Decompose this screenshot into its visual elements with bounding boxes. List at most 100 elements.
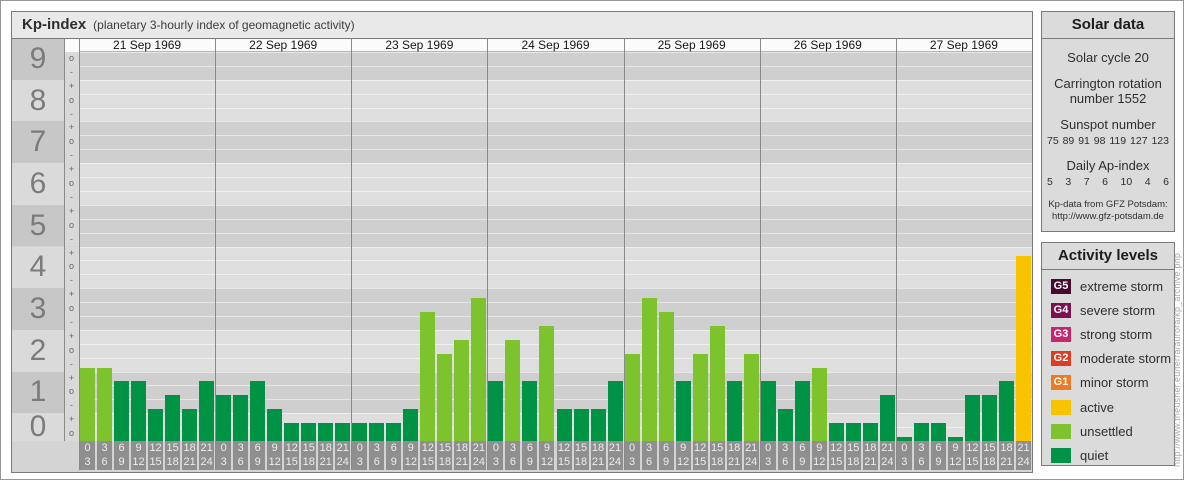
ap-index-value: 6 (1102, 176, 1108, 188)
ap-index-value: 4 (1144, 176, 1151, 188)
kp-bar (794, 381, 810, 441)
kp-bar (1015, 256, 1031, 441)
hour-label: 9 12 (947, 441, 963, 470)
kp-bar (590, 409, 606, 441)
plot-band-row (79, 399, 1032, 414)
storm-level-badge: G3 (1051, 326, 1071, 342)
kp-bar (760, 381, 776, 441)
ap-index-title: Daily Ap-index (1066, 158, 1150, 173)
day-separator-line (215, 39, 217, 470)
activity-level-label: active (1080, 399, 1114, 415)
kp-sub-tick: + (64, 246, 79, 261)
kp-sub-tick: - (64, 149, 79, 164)
kp-sub-tick: o (64, 427, 79, 441)
kp-sub-tick: o (64, 177, 79, 191)
kp-bar (114, 381, 130, 441)
kp-bar (437, 353, 453, 441)
storm-level-badge: G1 (1051, 375, 1071, 391)
kp-sub-tick: o (64, 260, 79, 275)
plot-band-row (79, 65, 1032, 81)
plot-band-row (79, 218, 1032, 234)
sunspot-value: 89 (1062, 135, 1075, 147)
kp-sub-tick: - (64, 274, 79, 289)
kp-bar (709, 325, 725, 441)
plot-band-row (79, 163, 1032, 178)
plot-band-row (79, 357, 1032, 373)
kp-sub-tick: - (64, 399, 79, 414)
kp-bar (539, 325, 555, 441)
level-color-swatch (1051, 447, 1071, 463)
plot-band-row (79, 93, 1032, 109)
hour-label: 15 18 (165, 441, 181, 470)
activity-level-row: G3 strong storm (1042, 322, 1174, 346)
kp-bar (845, 423, 861, 441)
hour-label: 18 21 (454, 441, 470, 470)
kp-bar (913, 423, 929, 441)
kp-bar (420, 311, 436, 441)
hour-label: 15 18 (301, 441, 317, 470)
kp-bar (658, 311, 674, 441)
activity-levels-title: Activity levels (1042, 243, 1174, 270)
date-label: 21 Sep 1969 (79, 39, 216, 52)
kp-bar (505, 339, 521, 441)
solar-data-panel: Solar data Solar cycle 20 Carrington rot… (1041, 11, 1175, 232)
kp-bar (488, 381, 504, 441)
hour-label: 21 24 (607, 441, 623, 470)
plot-band-row (79, 107, 1032, 122)
activity-level-label: moderate storm (1080, 351, 1172, 367)
day-separator-line (487, 39, 489, 470)
plot-band-row (79, 121, 1032, 136)
hour-label: 12 15 (148, 441, 164, 470)
hour-label: 15 18 (981, 441, 997, 470)
date-label: 22 Sep 1969 (215, 39, 352, 52)
carrington-text: Carrington rotation number 1552 (1054, 76, 1162, 106)
kp-bar (80, 367, 95, 441)
activity-level-row: active (1042, 395, 1174, 419)
ap-index-value: 7 (1083, 176, 1090, 188)
kp-sub-tick: + (64, 288, 79, 303)
ap-index-value: 10 (1120, 176, 1133, 188)
sunspot-value: 119 (1109, 135, 1127, 147)
kp-bar (879, 395, 895, 441)
kp-sub-tick: - (64, 190, 79, 205)
plot-band-row (79, 371, 1032, 386)
hour-label: 12 15 (284, 441, 300, 470)
activity-level-row: G4 severe storm (1042, 298, 1174, 322)
plot-band-row (79, 260, 1032, 275)
activity-levels-panel: Activity levels G5 extreme storm G4 severe … (1041, 242, 1175, 466)
sunspot-title: Sunspot number (1060, 117, 1156, 132)
hour-label: 21 24 (471, 441, 487, 470)
data-credit: Kp-data from GFZ Potsdam: http://www.gfz… (1048, 199, 1168, 222)
chart-subtitle: (planetary 3-hourly index of geomagnetic… (93, 18, 355, 32)
plot-band-row (79, 79, 1032, 95)
kp-sub-tick: + (64, 204, 79, 219)
level-color-swatch (1051, 399, 1071, 415)
kp-bar (692, 353, 708, 441)
solar-data-body: Solar cycle 20 Carrington rotation numbe… (1042, 50, 1174, 223)
activity-level-row: quiet (1042, 443, 1174, 467)
kp-bar (352, 423, 368, 441)
sunspot-value: 127 (1130, 135, 1148, 147)
storm-level-badge: G4 (1051, 302, 1071, 318)
plot-left-line (79, 39, 80, 470)
date-label: 27 Sep 1969 (895, 39, 1032, 52)
kp-bar (182, 409, 198, 441)
activity-level-label: quiet (1080, 447, 1109, 463)
hour-label: 15 18 (573, 441, 589, 470)
chart-title-bar: Kp-index (planetary 3-hourly index of geo… (12, 12, 1032, 39)
y-axis-number: 4 (12, 246, 64, 289)
date-label: 26 Sep 1969 (759, 39, 896, 52)
day-separator-line (895, 39, 897, 470)
